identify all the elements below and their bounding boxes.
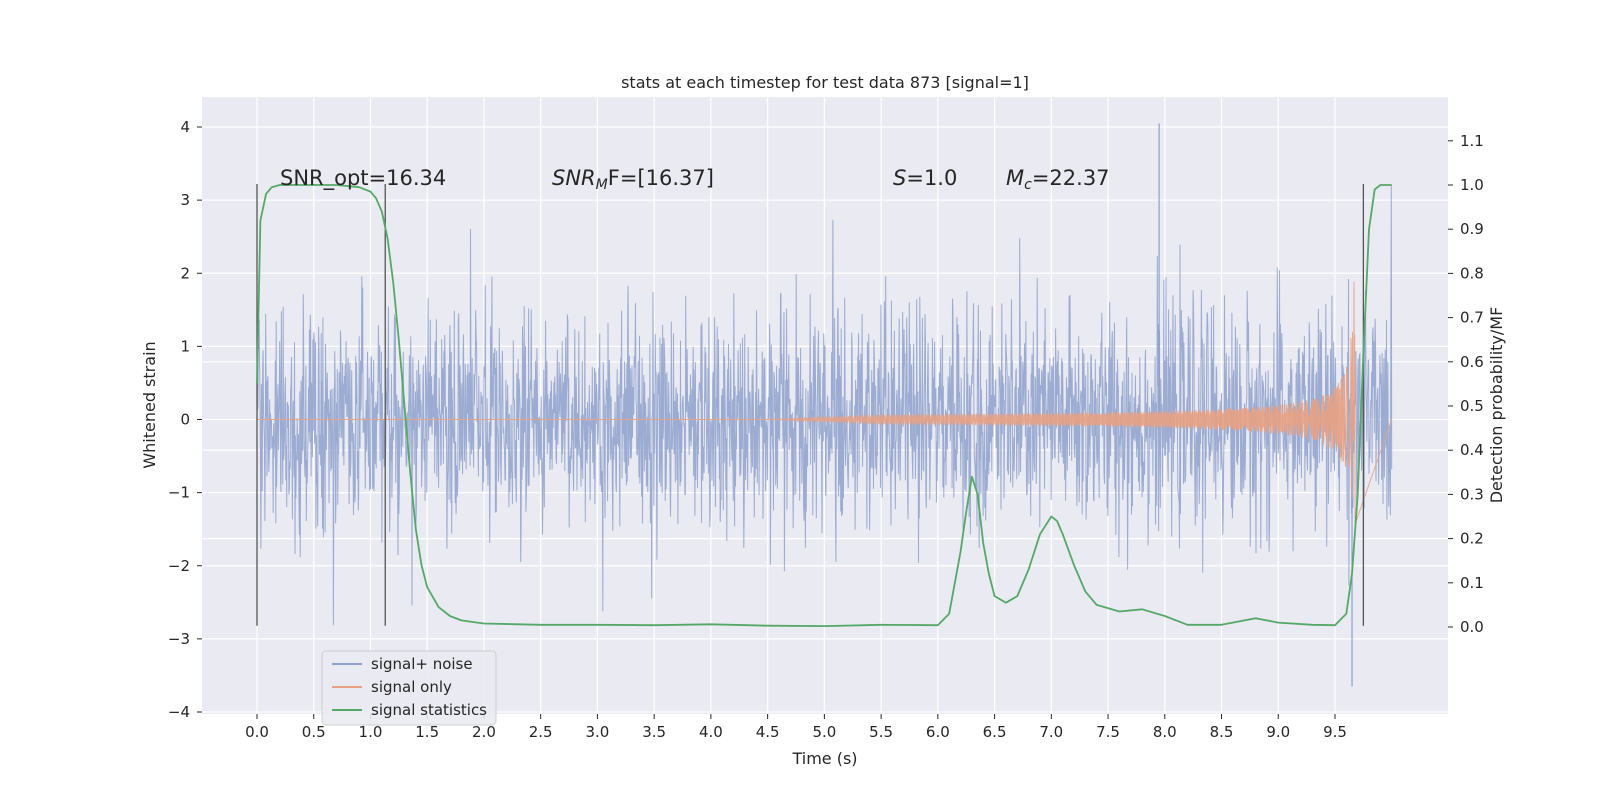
- legend-label-signal: signal only: [371, 678, 452, 696]
- x-tick-label: 8.0: [1153, 723, 1177, 741]
- legend-label-stats: signal statistics: [371, 701, 487, 719]
- x-tick-label: 4.5: [756, 723, 780, 741]
- y-tick-label: 2: [180, 264, 190, 282]
- x-tick-label: 8.5: [1210, 723, 1234, 741]
- annotation-s-value: =1.0: [906, 166, 957, 190]
- y-tick-label: 4: [180, 118, 190, 136]
- right-y-tick-label: 0.1: [1460, 574, 1484, 592]
- series-signal-only: [257, 281, 1393, 524]
- x-tick-label: 3.0: [585, 723, 609, 741]
- right-y-tick-label: 0.3: [1460, 485, 1484, 503]
- annotation-mc-value: =22.37: [1032, 166, 1110, 190]
- legend-label-noise: signal+ noise: [371, 655, 473, 673]
- vertical-markers: [256, 184, 1365, 626]
- annotation-mc-subscript: c: [1024, 177, 1032, 193]
- series-signal-statistics: [256, 184, 1392, 627]
- x-axis-label: Time (s): [791, 749, 857, 768]
- y-tick-label: 0: [180, 411, 190, 429]
- legend: signal+ noise signal only signal statist…: [321, 650, 497, 726]
- stats-line: [256, 184, 1392, 627]
- x-tick-label: 0.0: [245, 723, 269, 741]
- y-tick-label: −1: [168, 484, 190, 502]
- right-y-tick-label: 1.1: [1460, 132, 1484, 150]
- x-tick-label: 7.5: [1096, 723, 1120, 741]
- x-tick-label: 0.5: [302, 723, 326, 741]
- annotation-mc-base: M: [1006, 166, 1024, 190]
- right-y-tick-label: 0.0: [1460, 618, 1484, 636]
- annotation-snr-mf-subscript: M: [596, 177, 608, 193]
- x-tick-label: 1.5: [415, 723, 439, 741]
- right-y-tick-label: 0.2: [1460, 530, 1484, 548]
- annotation-s: S=1.0: [893, 166, 957, 190]
- x-tick-label: 9.0: [1266, 723, 1290, 741]
- y-tick-label: 1: [180, 337, 190, 355]
- right-y-axis-ticks: 1.1 1.0 0.9 0.8 0.7 0.6 0.5 0.4 0.3 0.2 0.1 0.0: [1448, 132, 1484, 636]
- annotation-snr-mf-base: SNR: [552, 166, 596, 190]
- right-y-tick-label: 0.9: [1460, 220, 1484, 238]
- right-y-tick-label: 0.7: [1460, 309, 1484, 327]
- y-tick-label: −4: [168, 703, 190, 721]
- right-y-tick-label: 0.4: [1460, 441, 1484, 459]
- right-y-tick-label: 0.8: [1460, 264, 1484, 282]
- right-y-axis-label: Detection probability/MF: [1487, 307, 1506, 504]
- x-tick-label: 4.0: [699, 723, 723, 741]
- right-y-tick-label: 0.6: [1460, 353, 1484, 371]
- right-y-tick-label: 1.0: [1460, 176, 1484, 194]
- left-y-axis-ticks: 4 3 2 1 0 −1 −2 −3 −4: [168, 118, 202, 721]
- x-tick-label: 6.0: [926, 723, 950, 741]
- y-axis-label: Whitened strain: [140, 341, 159, 468]
- annotation-mc: Mc=22.37: [1006, 166, 1110, 193]
- x-tick-label: 3.5: [642, 723, 666, 741]
- noise-line: [256, 184, 1393, 626]
- annotation-snr-mf-value: F=[16.37]: [608, 166, 714, 190]
- y-tick-label: −2: [168, 557, 190, 575]
- annotation-snr-opt: SNR_opt=16.34: [280, 166, 446, 191]
- x-axis-ticks: 0.0 0.5 1.0 1.5 2.0 2.5 3.0 3.5 4.0 4.5 5.0 5.5 6.0 6…: [245, 714, 1347, 741]
- x-tick-label: 6.5: [983, 723, 1007, 741]
- chart-title: stats at each timestep for test data 873…: [621, 73, 1029, 92]
- y-tick-label: 3: [180, 191, 190, 209]
- x-tick-label: 1.0: [359, 723, 383, 741]
- right-y-tick-label: 0.5: [1460, 397, 1484, 415]
- x-tick-label: 7.0: [1039, 723, 1063, 741]
- x-tick-label: 5.0: [812, 723, 836, 741]
- annotation-snr-mf: SNRMF=[16.37]: [552, 166, 714, 193]
- x-tick-label: 2.0: [472, 723, 496, 741]
- annotation-s-label: S: [893, 166, 906, 190]
- x-tick-label: 9.5: [1323, 723, 1347, 741]
- x-tick-label: 2.5: [529, 723, 553, 741]
- y-tick-label: −3: [168, 630, 190, 648]
- legend-box: [321, 650, 497, 726]
- x-tick-label: 5.5: [869, 723, 893, 741]
